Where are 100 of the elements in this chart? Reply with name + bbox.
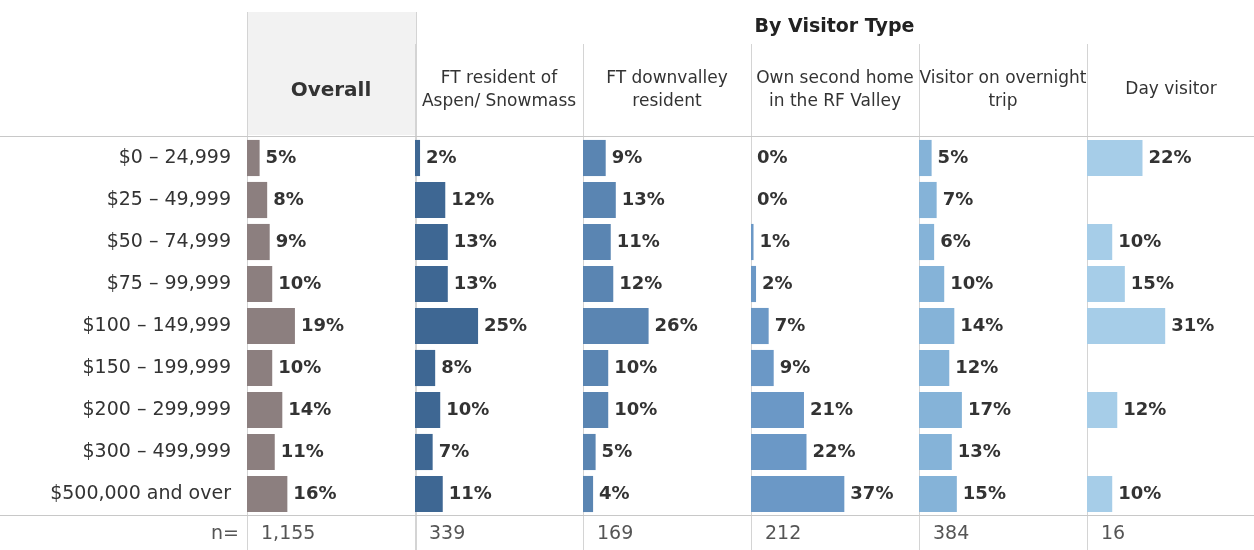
- bar: [919, 349, 950, 387]
- data-label: 10%: [278, 355, 322, 377]
- data-label: 11%: [448, 481, 492, 503]
- data-label: 31%: [1171, 313, 1215, 335]
- bar: [415, 181, 446, 219]
- chart-title: Overall: [289, 75, 373, 103]
- bar: [751, 391, 804, 429]
- chart-title: Own second home in the RF Valley: [755, 66, 915, 112]
- data-label: 12%: [451, 187, 495, 209]
- data-label: 7%: [774, 313, 806, 335]
- data-label: 14%: [960, 313, 1004, 335]
- data-label: 22%: [1148, 145, 1192, 167]
- data-label: 5%: [265, 145, 297, 167]
- text: 384: [933, 521, 970, 543]
- bar: [247, 223, 270, 261]
- bar: [751, 475, 845, 513]
- bar: [247, 181, 268, 219]
- data-label: 10%: [1118, 229, 1162, 251]
- data-label: 10%: [614, 355, 658, 377]
- y-tick-label: $500,000 and over: [50, 480, 232, 503]
- data-label: 12%: [955, 355, 999, 377]
- y-tick-label: $50 – 74,999: [106, 228, 231, 251]
- chart-title: Day visitor: [1124, 77, 1218, 101]
- data-label: 9%: [275, 229, 307, 251]
- data-label: 12%: [619, 271, 663, 293]
- data-label: 25%: [484, 313, 528, 335]
- data-label: 26%: [654, 313, 698, 335]
- bar: [583, 307, 649, 345]
- bar: [415, 433, 433, 471]
- bar: [1087, 475, 1113, 513]
- bar: [919, 391, 962, 429]
- bar: [919, 307, 955, 345]
- bar: [415, 223, 448, 261]
- bar: [247, 265, 273, 303]
- y-tick-label: $150 – 199,999: [82, 354, 231, 377]
- data-label: 13%: [957, 439, 1001, 461]
- text: 16: [1101, 521, 1126, 543]
- bar: [583, 433, 596, 471]
- text: n=: [210, 521, 239, 543]
- text: 212: [765, 521, 802, 543]
- data-label: 11%: [280, 439, 324, 461]
- bar: [919, 181, 937, 219]
- bar: [247, 349, 273, 387]
- bar: [415, 349, 436, 387]
- text: By Visitor Type: [753, 14, 916, 36]
- bar: [415, 265, 448, 303]
- bar: [247, 475, 288, 513]
- bar: [247, 391, 283, 429]
- bar: [919, 265, 945, 303]
- data-label: 11%: [616, 229, 660, 251]
- bar: [751, 307, 769, 345]
- data-label: 9%: [611, 145, 643, 167]
- data-label: 4%: [599, 481, 630, 503]
- data-label: 13%: [621, 187, 665, 209]
- bar: [919, 139, 932, 177]
- bar: [247, 433, 275, 471]
- bar: [1087, 307, 1166, 345]
- bar: [583, 475, 594, 513]
- text: 1,155: [261, 521, 316, 543]
- bar: [415, 139, 421, 177]
- y-tick-label: $300 – 499,999: [82, 438, 231, 461]
- bar: [919, 475, 957, 513]
- data-label: 7%: [942, 187, 974, 209]
- bar: [1087, 223, 1113, 261]
- bar: [751, 433, 807, 471]
- bar: [751, 223, 754, 261]
- bar: [583, 223, 611, 261]
- bar: [415, 307, 479, 345]
- data-label: 6%: [940, 229, 971, 251]
- data-label: 10%: [278, 271, 322, 293]
- chart-title: FT downvalley resident: [605, 66, 729, 112]
- data-label: 19%: [300, 313, 345, 335]
- data-label: 13%: [453, 271, 497, 293]
- y-tick-label: $0 – 24,999: [118, 144, 231, 167]
- bar: [247, 139, 260, 177]
- chart-title: FT resident of Aspen/ Snowmass: [420, 66, 578, 112]
- data-label: 10%: [614, 397, 658, 419]
- bar: [247, 307, 295, 345]
- data-label: 12%: [1123, 397, 1167, 419]
- bar: [919, 223, 935, 261]
- data-label: 1%: [759, 229, 791, 251]
- data-label: 9%: [779, 355, 811, 377]
- bar: [1087, 139, 1143, 177]
- data-label: 10%: [950, 271, 994, 293]
- data-label: 15%: [1130, 271, 1174, 293]
- data-label: 14%: [288, 397, 332, 419]
- data-label: 37%: [850, 481, 894, 503]
- y-tick-label: $25 – 49,999: [106, 186, 231, 209]
- y-tick-label: $200 – 299,999: [82, 396, 231, 419]
- y-tick-label: $100 – 149,999: [82, 312, 231, 335]
- data-label: 8%: [273, 187, 304, 209]
- data-label: 16%: [293, 481, 337, 503]
- bar: [751, 265, 757, 303]
- data-label: 10%: [446, 397, 490, 419]
- bar: [1087, 265, 1125, 303]
- data-label: 21%: [809, 397, 854, 419]
- text: 169: [597, 521, 634, 543]
- data-label: 0%: [757, 187, 788, 209]
- bar: [1087, 391, 1118, 429]
- data-label: 2%: [426, 145, 457, 167]
